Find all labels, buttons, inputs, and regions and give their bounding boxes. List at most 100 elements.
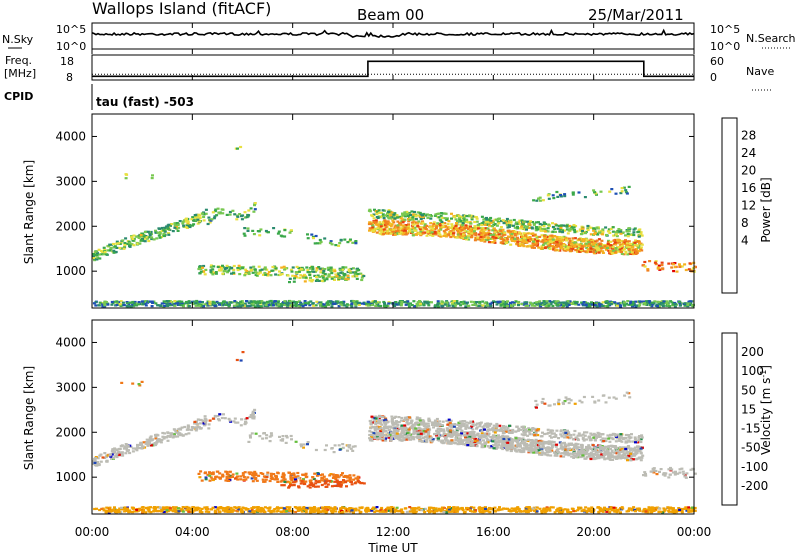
- echo-cell: [551, 225, 555, 229]
- echo-cell: [415, 303, 419, 306]
- echo-cell: [394, 434, 398, 438]
- echo-cell: [566, 300, 570, 303]
- echo-cell: [196, 216, 200, 219]
- echo-cell: [485, 223, 489, 226]
- echo-cell: [639, 447, 643, 450]
- echo-cell: [318, 279, 321, 282]
- echo-cell: [422, 226, 426, 229]
- echo-cell: [306, 271, 310, 274]
- echo-cell: [649, 303, 653, 306]
- echo-cell: [636, 450, 640, 453]
- echo-cell: [236, 267, 240, 270]
- echo-cell: [99, 249, 103, 253]
- echo-cell: [377, 215, 381, 218]
- echo-cell: [528, 226, 531, 229]
- echo-cell: [499, 229, 503, 232]
- echo-cell: [661, 267, 665, 270]
- echo-cell: [440, 304, 444, 307]
- echo-cell: [443, 212, 447, 215]
- echo-cell: [186, 219, 190, 222]
- echo-cell: [138, 444, 142, 447]
- echo-cell: [270, 302, 274, 305]
- echo-cell: [416, 431, 420, 434]
- echo-cell: [403, 229, 407, 232]
- echo-cell: [521, 236, 524, 239]
- echo-cell: [615, 304, 619, 307]
- echo-cell: [387, 209, 391, 212]
- echo-cell: [399, 227, 403, 230]
- echo-cell: [107, 245, 111, 248]
- echo-cell: [524, 304, 528, 307]
- echo-cell: [251, 229, 255, 232]
- echo-cell: [571, 301, 575, 304]
- echo-cell: [96, 461, 100, 464]
- echo-cell: [597, 301, 601, 304]
- echo-cell: [387, 221, 391, 224]
- echo-cell: [576, 450, 580, 453]
- echo-cell: [322, 303, 326, 306]
- echo-cell: [375, 435, 379, 438]
- echo-cell: [515, 233, 519, 236]
- echo-cell: [253, 204, 256, 207]
- echo-cell: [197, 267, 201, 271]
- echo-cell: [131, 447, 135, 450]
- echo-cell: [160, 229, 164, 233]
- echo-cell: [228, 476, 232, 479]
- echo-cell: [132, 234, 136, 237]
- echo-cell: [568, 242, 572, 245]
- echo-cell: [562, 224, 566, 227]
- echo-cell: [220, 208, 224, 211]
- echo-cell: [443, 303, 447, 306]
- echo-cell: [310, 483, 314, 486]
- echo-cell: [258, 271, 262, 274]
- echo-cell: [597, 238, 601, 241]
- echo-cell: [236, 215, 240, 218]
- echo-cell: [425, 234, 429, 237]
- echo-cell: [507, 235, 510, 238]
- echo-cell: [139, 235, 143, 238]
- echo-cell: [591, 449, 595, 453]
- y-tick-label: 4000: [55, 129, 86, 143]
- echo-cell: [146, 230, 150, 233]
- echo-cell: [460, 227, 464, 230]
- echo-cell: [92, 302, 96, 305]
- echo-cell: [450, 225, 454, 228]
- echo-cell: [470, 435, 474, 438]
- echo-cell: [530, 226, 534, 229]
- echo-cell: [370, 226, 374, 229]
- echo-cell: [622, 446, 625, 449]
- echo-cell: [534, 226, 538, 229]
- echo-cell: [577, 245, 581, 248]
- echo-cell: [614, 457, 618, 460]
- echo-cell: [264, 273, 268, 276]
- echo-cell: [274, 273, 278, 276]
- echo-cell: [463, 226, 467, 230]
- echo-cell: [115, 300, 119, 303]
- echo-cell: [609, 244, 613, 247]
- echo-cell: [398, 232, 402, 235]
- freq-label-1: Freq.: [5, 54, 32, 67]
- echo-cell: [544, 238, 548, 241]
- echo-cell: [598, 455, 602, 458]
- echo-cell: [251, 271, 255, 274]
- echo-cell: [468, 437, 472, 440]
- echo-cell: [249, 300, 253, 303]
- echo-cell: [354, 242, 358, 245]
- echo-cell: [460, 216, 464, 219]
- echo-cell: [585, 445, 588, 449]
- echo-cell: [130, 243, 134, 246]
- echo-cell: [540, 234, 544, 237]
- echo-cell: [213, 304, 217, 308]
- echo-cell: [110, 243, 114, 246]
- echo-cell: [494, 237, 498, 240]
- echo-cell: [475, 301, 479, 304]
- echo-cell: [304, 480, 308, 483]
- echo-cell: [598, 231, 602, 234]
- echo-cell: [124, 177, 128, 180]
- echo-cell: [258, 269, 262, 272]
- echo-cell: [134, 302, 138, 305]
- echo-cell: [580, 445, 584, 448]
- echo-cell: [109, 246, 113, 249]
- echo-cell: [162, 300, 166, 303]
